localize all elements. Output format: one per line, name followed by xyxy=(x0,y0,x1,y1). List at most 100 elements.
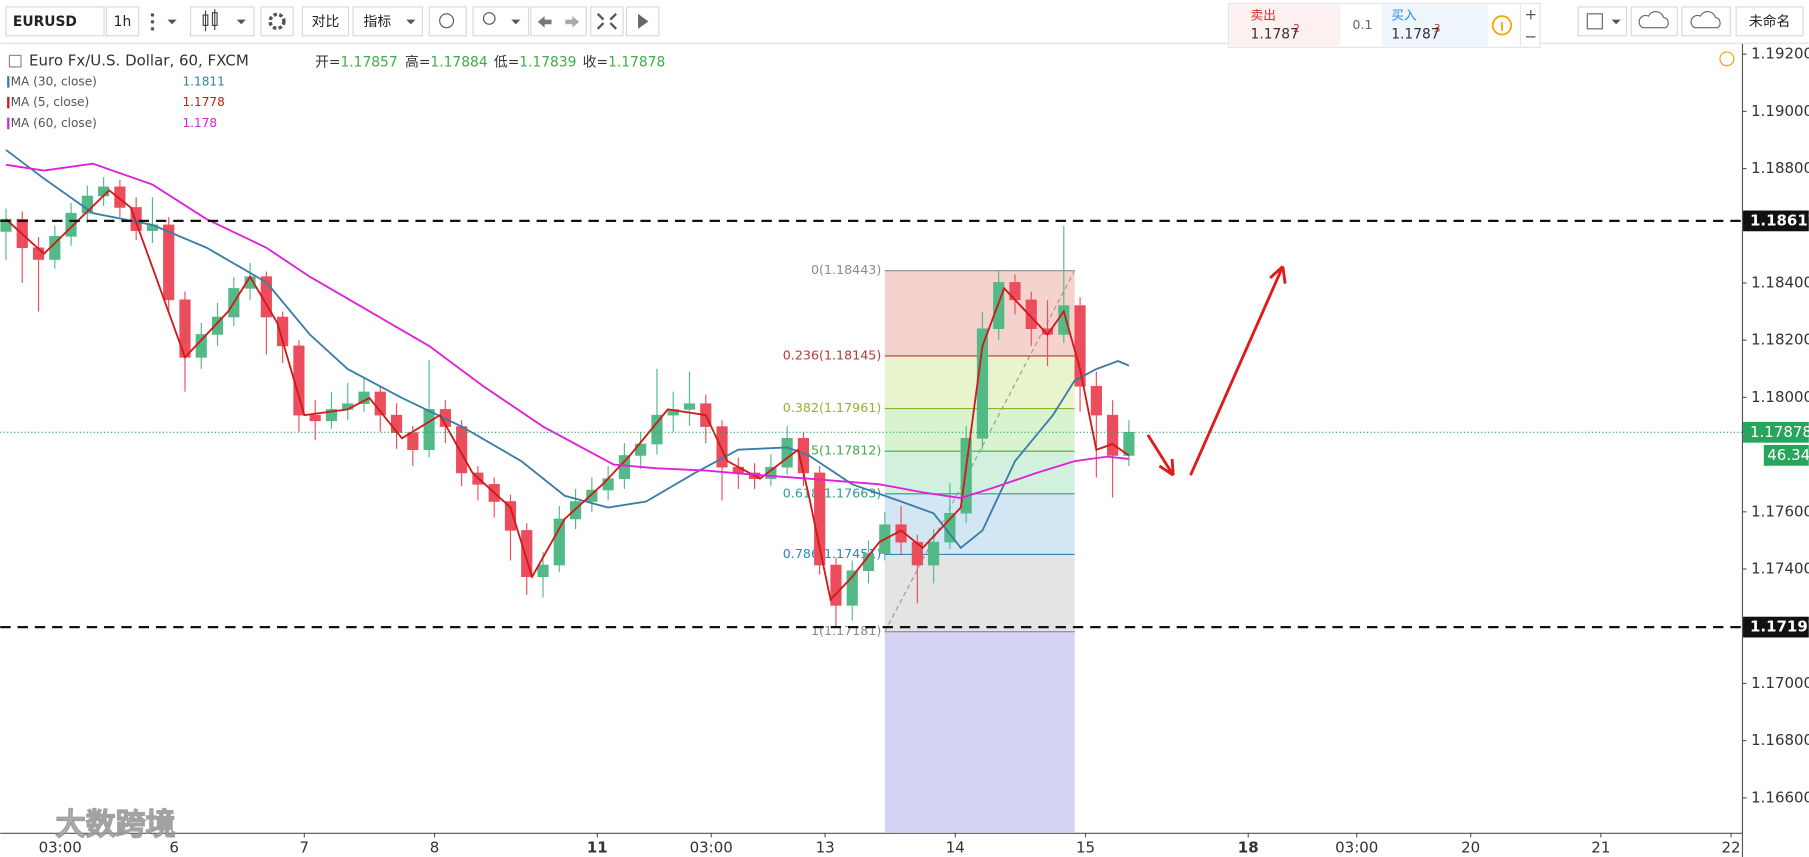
collapse-icon[interactable] xyxy=(8,54,22,68)
chart-style-button[interactable] xyxy=(189,6,255,37)
layout-name[interactable]: 未命名 xyxy=(1749,13,1790,30)
caret[interactable] xyxy=(1611,19,1621,25)
countdown-box xyxy=(1763,444,1809,466)
spread: 0.1 xyxy=(1352,17,1372,32)
buy-price[interactable]: 1.1787 xyxy=(1391,27,1439,43)
chart-title: Euro Fx/U.S. Dollar, 60, FXCM xyxy=(29,52,249,70)
undo-icon[interactable] xyxy=(537,16,552,28)
candle-body xyxy=(504,501,517,531)
redo-icon[interactable] xyxy=(565,16,580,28)
candle-body xyxy=(960,438,972,514)
square-icon xyxy=(1586,13,1603,30)
candle-body xyxy=(928,541,940,566)
fib-band xyxy=(884,451,1075,494)
compare-button[interactable] xyxy=(301,6,350,37)
x-tick-label: 20 xyxy=(1461,838,1480,856)
forecast-arrows xyxy=(1146,265,1287,477)
idea-button[interactable] xyxy=(472,6,530,37)
close-value: 1.17878 xyxy=(608,54,665,70)
watermark: 大数跨境 xyxy=(56,807,176,842)
settings-button[interactable] xyxy=(260,6,294,37)
y-tick-label: 1.16800 xyxy=(1751,731,1809,749)
interval-button[interactable] xyxy=(105,6,140,37)
candle-body xyxy=(309,414,321,422)
x-tick-label: 11 xyxy=(587,838,608,856)
last-price-label: 1.17878 xyxy=(1750,423,1809,441)
buy-button[interactable] xyxy=(1382,4,1489,47)
high-label: 高= xyxy=(405,53,430,70)
legend-value: 1.178 xyxy=(182,116,217,130)
candle-body xyxy=(993,282,1005,330)
price-label: 1.17197 xyxy=(1750,618,1809,636)
caret[interactable] xyxy=(511,19,521,25)
caret[interactable] xyxy=(236,19,246,25)
sell-price[interactable]: 1.1787 xyxy=(1251,27,1299,43)
fullscreen-button[interactable] xyxy=(590,6,624,37)
cloud-icon xyxy=(1638,11,1669,29)
x-tick-label: 15 xyxy=(1076,838,1095,856)
play-icon xyxy=(638,13,649,29)
candle-body xyxy=(195,334,207,358)
compare[interactable]: 对比 xyxy=(312,14,340,30)
y-tick-label: 1.18800 xyxy=(1751,159,1809,177)
candle-body xyxy=(765,466,777,479)
candle-body xyxy=(602,478,614,491)
legend-value: 1.1811 xyxy=(182,74,224,88)
candle-body xyxy=(1025,299,1037,330)
ma-line xyxy=(5,189,1130,602)
sell-label[interactable]: 卖出 xyxy=(1251,8,1276,23)
candle-body xyxy=(618,455,630,479)
y-tick-label: 1.18200 xyxy=(1751,331,1809,349)
candle-body xyxy=(65,212,77,237)
price-label: 1.18617 xyxy=(1750,211,1809,229)
fib-label: 0.236(1.18145) xyxy=(783,347,882,362)
alert-button[interactable] xyxy=(428,6,467,37)
x-tick-label: 22 xyxy=(1722,838,1741,856)
candle-body xyxy=(130,207,142,231)
candle-body xyxy=(683,403,696,410)
candle-body xyxy=(293,345,305,416)
buy-label[interactable]: 买入 xyxy=(1391,8,1417,23)
candle-body xyxy=(211,316,224,335)
y-tick-label: 1.17000 xyxy=(1751,674,1809,692)
candle-body xyxy=(163,224,175,301)
x-tick-label: 03:00 xyxy=(39,838,82,856)
sell-button[interactable] xyxy=(1229,4,1341,47)
low-value: 1.17839 xyxy=(519,54,576,70)
plus-button[interactable]: + xyxy=(1525,5,1538,23)
caret[interactable] xyxy=(167,19,177,25)
warning-icon[interactable] xyxy=(1719,51,1735,67)
indicators[interactable]: 指标 xyxy=(364,14,392,30)
sell-price-sup[interactable]: 2 xyxy=(1293,23,1300,35)
menu-dots[interactable] xyxy=(150,13,155,31)
layout-button[interactable] xyxy=(1735,6,1804,37)
plot: 0(1.18443) 0.236(1.18145) 0.382(1.17961) 0.… xyxy=(0,45,1809,856)
y-tick-label: 1.17600 xyxy=(1751,502,1809,520)
high-value: 1.17884 xyxy=(430,54,487,70)
price-label-box xyxy=(1743,616,1809,638)
fib-label: 1(1.17181) xyxy=(811,623,881,638)
symbol-box[interactable] xyxy=(5,6,105,37)
legend-marker xyxy=(7,96,10,109)
x-tick-label: 6 xyxy=(169,838,179,856)
symbol[interactable]: EURUSD xyxy=(13,14,77,30)
legend-marker xyxy=(7,117,10,130)
buy-price-sup[interactable]: 3 xyxy=(1434,23,1441,35)
candle-body xyxy=(325,409,338,422)
minus-button[interactable]: − xyxy=(1525,27,1538,45)
close-label: 收= xyxy=(583,54,608,70)
interval[interactable]: 1h xyxy=(114,14,132,30)
open-value: 1.17857 xyxy=(340,54,397,70)
candle-body xyxy=(586,489,598,502)
candle-body xyxy=(911,541,923,566)
x-tick-label: 8 xyxy=(430,838,440,856)
fib-band xyxy=(884,631,1075,833)
legend-marker xyxy=(7,76,10,88)
cloud-icon xyxy=(1690,11,1721,29)
info-icon[interactable] xyxy=(1491,15,1513,36)
low-label: 低= xyxy=(494,54,519,70)
candle-body xyxy=(1107,414,1119,456)
legend-value: 1.1778 xyxy=(182,95,224,109)
caret[interactable] xyxy=(406,19,416,25)
candle-body xyxy=(846,570,858,606)
